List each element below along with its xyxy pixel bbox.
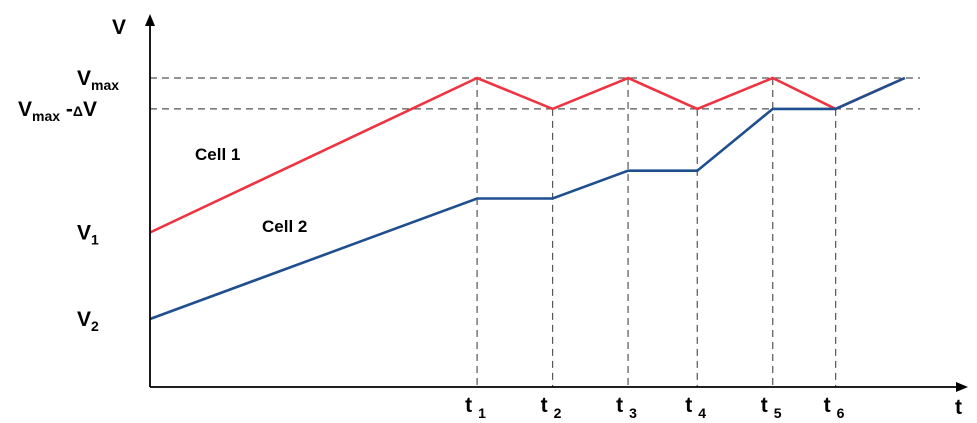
series-label-cell-2: Cell 2 [262, 217, 307, 236]
series-lines [149, 76, 906, 321]
series-line-cell-2 [149, 76, 906, 321]
axes [145, 14, 968, 392]
axis-labels: V t [112, 16, 962, 419]
x-axis-arrowhead [956, 382, 968, 392]
series-label-cell-1: Cell 1 [195, 145, 240, 164]
tick-labels: Vmax Vmax -ΔV V1 V2 t 1 t 2 t 3 t 4 t 5 t 6 [18, 67, 845, 421]
y-axis-arrowhead [145, 14, 155, 26]
y-tick-label-4: V2 [77, 308, 99, 334]
y-tick-label-3: V1 [77, 222, 99, 248]
y-axis-title: V [112, 16, 126, 39]
series-labels: Cell 1 Cell 2 [195, 145, 307, 236]
y-tick-label-2: Vmax -ΔV [18, 98, 97, 124]
y-tick-label-1: Vmax [77, 67, 119, 93]
x-axis-title: t [955, 396, 962, 419]
series-line-cell-1 [149, 76, 906, 234]
